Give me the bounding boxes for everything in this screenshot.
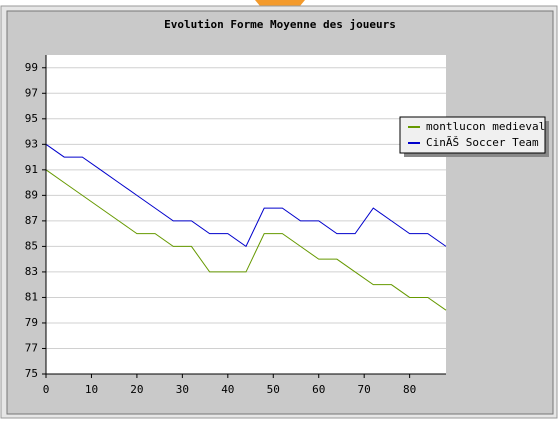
- x-tick-label: 80: [403, 383, 416, 396]
- x-tick-label: 50: [267, 383, 280, 396]
- legend-box: [399, 116, 546, 154]
- series-line: [45, 169, 447, 311]
- x-tick-label: 0: [43, 383, 50, 396]
- y-tick-label: 99: [25, 61, 38, 74]
- y-tick-label: 79: [25, 316, 38, 329]
- x-tick-label: 20: [130, 383, 143, 396]
- x-tick-label: 70: [358, 383, 371, 396]
- y-tick-label: 81: [25, 290, 38, 303]
- y-tick-label: 95: [25, 112, 38, 125]
- y-tick-label: 91: [25, 163, 38, 176]
- y-tick-label: 75: [25, 367, 38, 380]
- y-tick-label: 85: [25, 239, 38, 252]
- top-tab: [255, 0, 305, 6]
- y-tick-label: 83: [25, 265, 38, 278]
- x-tick-label: 30: [176, 383, 189, 396]
- y-tick-label: 97: [25, 86, 38, 99]
- plot-area: [46, 55, 446, 374]
- x-tick-label: 60: [312, 383, 325, 396]
- legend-label: CinÃŠ Soccer Team: [426, 136, 539, 149]
- chart-title: Evolution Forme Moyenne des joueurs: [164, 18, 396, 31]
- series-line: [45, 143, 447, 248]
- y-tick-label: 89: [25, 188, 38, 201]
- y-tick-label: 87: [25, 214, 38, 227]
- x-tick-label: 10: [85, 383, 98, 396]
- y-tick-label: 77: [25, 341, 38, 354]
- y-tick-label: 93: [25, 137, 38, 150]
- legend-label: montlucon medieval: [426, 120, 545, 133]
- x-tick-label: 40: [221, 383, 234, 396]
